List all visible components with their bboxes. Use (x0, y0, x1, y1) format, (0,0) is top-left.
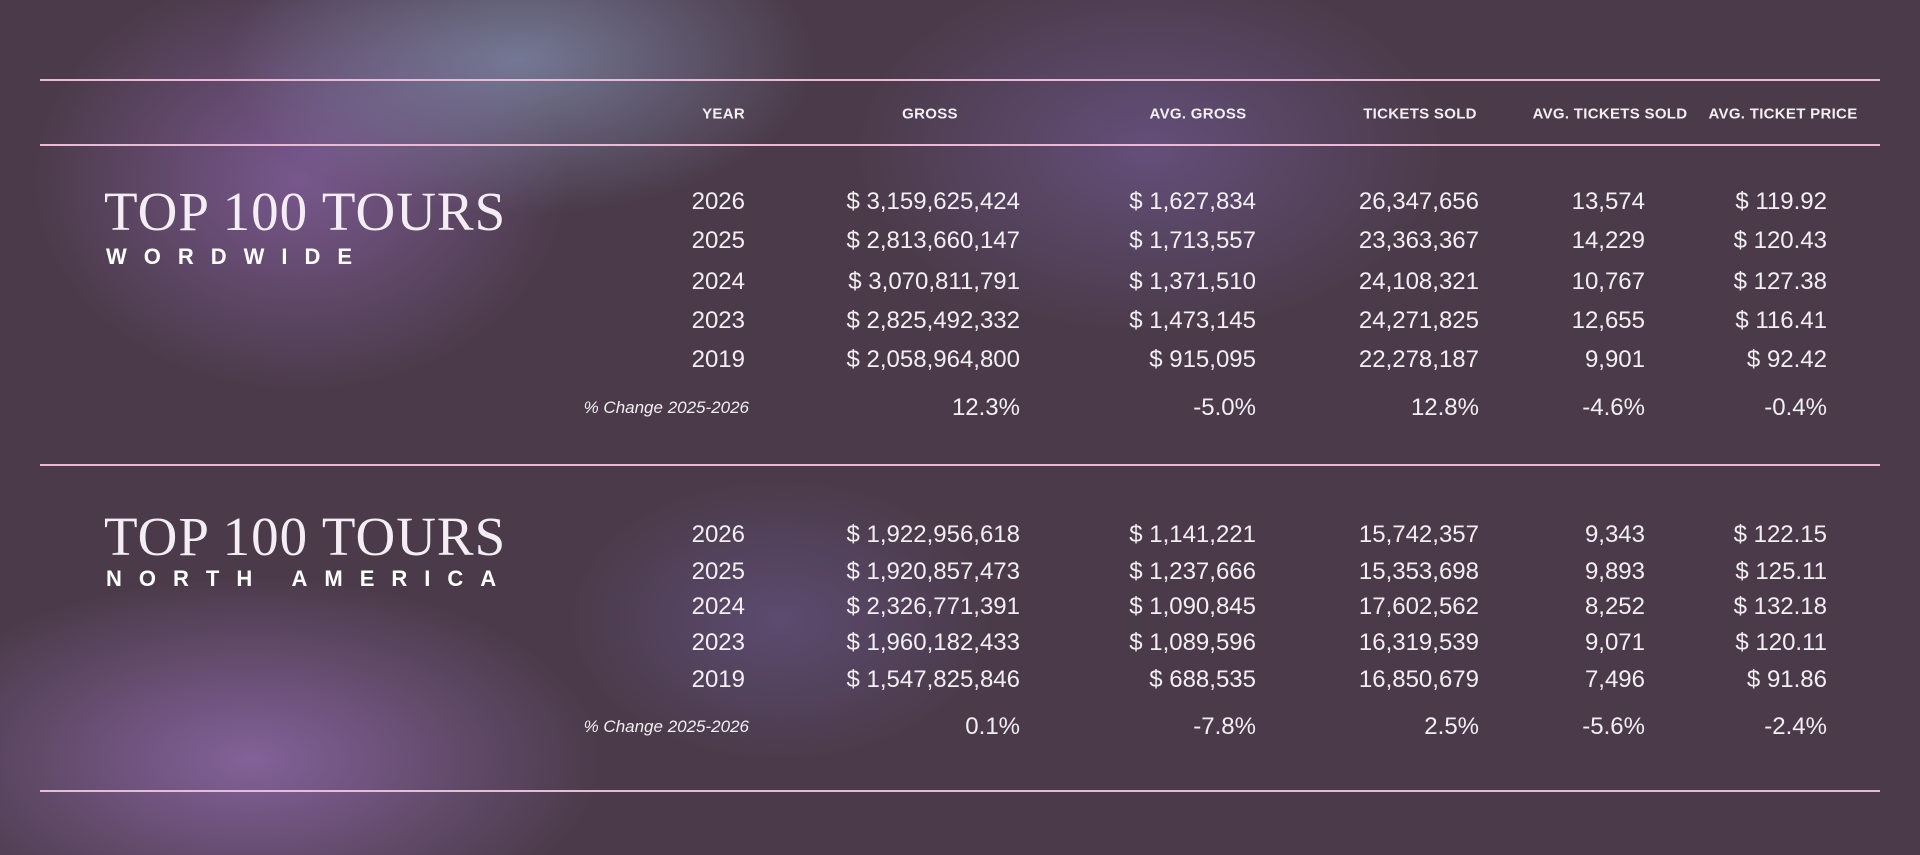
section-subtitle: WORDWIDE (106, 244, 370, 269)
rule (40, 79, 1880, 81)
change-label: % Change 2025-2026 (583, 398, 749, 417)
change-cell: 0.1% (965, 713, 1020, 740)
value-cell: 16,850,679 (1358, 666, 1479, 693)
value-cell: $ 2,058,964,800 (846, 346, 1021, 373)
column-header: AVG. TICKETS SOLD (1532, 105, 1688, 123)
year-cell: 2025 (691, 558, 745, 585)
value-cell: $ 1,627,834 (1129, 188, 1256, 215)
value-cell: 9,343 (1584, 521, 1645, 548)
value-cell: $ 1,713,557 (1129, 227, 1256, 254)
change-cell: 12.8% (1410, 394, 1479, 421)
value-cell: $ 127.38 (1733, 268, 1827, 295)
value-cell: $ 132.18 (1733, 593, 1827, 620)
value-cell: $ 92.42 (1746, 346, 1827, 373)
value-cell: 17,602,562 (1358, 593, 1479, 620)
value-cell: 23,363,367 (1358, 227, 1479, 254)
year-cell: 2026 (691, 188, 745, 215)
value-cell: $ 119.92 (1735, 188, 1827, 215)
column-header: AVG. TICKET PRICE (1708, 105, 1858, 123)
change-cell: -5.0% (1193, 394, 1256, 421)
change-cell: -5.6% (1582, 713, 1645, 740)
rule (40, 464, 1880, 466)
value-cell: 9,901 (1584, 346, 1645, 373)
rule (40, 144, 1880, 146)
value-cell: 24,108,321 (1358, 268, 1479, 295)
column-header: TICKETS SOLD (1363, 105, 1477, 123)
column-header: GROSS (902, 105, 958, 123)
change-cell: -4.6% (1582, 394, 1645, 421)
section-title: TOP 100 TOURS (104, 506, 507, 567)
value-cell: 13,574 (1571, 188, 1645, 215)
year-cell: 2025 (691, 227, 745, 254)
value-cell: $ 2,825,492,332 (846, 307, 1021, 334)
column-header: YEAR (702, 105, 745, 123)
change-cell: 12.3% (951, 394, 1020, 421)
value-cell: $ 2,326,771,391 (846, 593, 1021, 620)
value-cell: $ 120.43 (1733, 227, 1827, 254)
change-label: % Change 2025-2026 (583, 717, 749, 736)
value-cell: 15,742,357 (1358, 521, 1479, 548)
value-cell: $ 1,473,145 (1129, 307, 1256, 334)
value-cell: 8,252 (1584, 593, 1645, 620)
value-cell: 16,319,539 (1358, 629, 1479, 656)
year-cell: 2024 (691, 593, 745, 620)
rule (40, 790, 1880, 792)
value-cell: $ 120.11 (1735, 629, 1827, 656)
value-cell: $ 1,089,596 (1129, 629, 1256, 656)
value-cell: $ 1,141,221 (1129, 521, 1256, 548)
value-cell: 22,278,187 (1358, 346, 1479, 373)
value-cell: $ 122.15 (1733, 521, 1827, 548)
column-header: AVG. GROSS (1149, 105, 1247, 123)
value-cell: 14,229 (1571, 227, 1645, 254)
value-cell: $ 2,813,660,147 (846, 227, 1021, 254)
value-cell: $ 1,090,845 (1129, 593, 1256, 620)
value-cell: $ 915,095 (1149, 346, 1256, 373)
value-cell: $ 688,535 (1149, 666, 1256, 693)
value-cell: 9,893 (1584, 558, 1645, 585)
value-cell: $ 1,371,510 (1129, 268, 1256, 295)
value-cell: $ 116.41 (1735, 307, 1827, 334)
value-cell: $ 1,920,857,473 (846, 558, 1021, 585)
change-cell: 2.5% (1424, 713, 1479, 740)
value-cell: 12,655 (1571, 307, 1645, 334)
value-cell: $ 91.86 (1746, 666, 1827, 693)
value-cell: $ 125.11 (1735, 558, 1827, 585)
value-cell: $ 1,922,956,618 (846, 521, 1021, 548)
year-cell: 2019 (691, 666, 745, 693)
year-cell: 2023 (691, 307, 745, 334)
value-cell: 26,347,656 (1358, 188, 1479, 215)
value-cell: $ 3,159,625,424 (846, 188, 1021, 215)
year-cell: 2024 (691, 268, 745, 295)
value-cell: 7,496 (1584, 666, 1645, 693)
section-subtitle: NORTH AMERICA (106, 566, 514, 591)
value-cell: $ 1,237,666 (1129, 558, 1256, 585)
change-cell: -2.4% (1764, 713, 1827, 740)
value-cell: 10,767 (1571, 268, 1645, 295)
value-cell: $ 3,070,811,791 (848, 268, 1020, 295)
change-cell: -7.8% (1193, 713, 1256, 740)
value-cell: $ 1,960,182,433 (846, 629, 1021, 656)
value-cell: $ 1,547,825,846 (846, 666, 1021, 693)
year-cell: 2026 (691, 521, 745, 548)
value-cell: 15,353,698 (1358, 558, 1479, 585)
year-cell: 2019 (691, 346, 745, 373)
change-cell: -0.4% (1764, 394, 1827, 421)
year-cell: 2023 (691, 629, 745, 656)
section-title: TOP 100 TOURS (104, 181, 507, 242)
value-cell: 9,071 (1584, 629, 1645, 656)
value-cell: 24,271,825 (1358, 307, 1479, 334)
